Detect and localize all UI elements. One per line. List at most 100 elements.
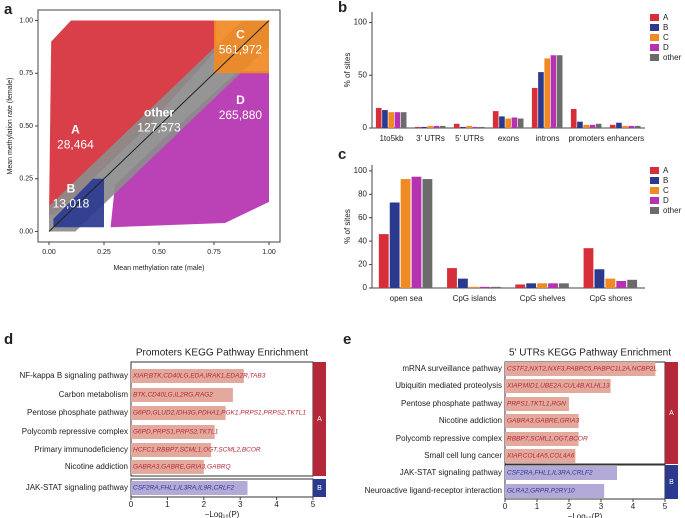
bar — [517, 118, 524, 128]
x-tick-label: 3 — [238, 500, 243, 509]
x-tick-label: 0.25 — [97, 249, 111, 256]
gene-list: CSTF2,NXT2,NXF3,PABPC5,PABPC1L2A,NCBP2L — [507, 366, 657, 373]
legend-swatch — [650, 167, 659, 174]
bar — [544, 58, 550, 128]
bar — [616, 122, 622, 128]
bar — [421, 126, 427, 128]
region-name: C — [236, 27, 245, 41]
bar — [131, 460, 204, 474]
x-tick-label: 1 — [165, 500, 170, 509]
pathway-label: Pentose phosphate pathway — [27, 408, 128, 417]
region-count: 28,464 — [57, 137, 94, 151]
bar — [453, 123, 460, 128]
pathway-label: Carbon metabolism — [59, 390, 129, 399]
bar — [559, 283, 569, 288]
legend-swatch — [650, 54, 659, 61]
group-label: B — [317, 485, 322, 492]
gene-list: GLRA2,GRPR,P2RY10 — [507, 488, 575, 495]
bar — [515, 284, 526, 288]
x-tick-label: 5 — [311, 500, 316, 509]
pathway-label: Nicotine addiction — [439, 416, 502, 425]
bar — [505, 118, 511, 128]
pathway-label: JAK-STAT signaling pathway — [26, 483, 128, 492]
gene-list: XIAP,MID1,UBE2A,CUL4B,KLHL13 — [506, 383, 610, 390]
gene-list: HCFC1,RBBP7,SCML1,OGT,SCML2,BCOR — [133, 447, 261, 454]
y-tick-label: 0 — [363, 283, 368, 292]
legend-label: B — [663, 176, 668, 185]
legend-swatch — [650, 207, 659, 214]
bar — [538, 72, 544, 128]
bar — [131, 443, 212, 457]
bar — [411, 176, 422, 288]
bar — [478, 126, 485, 128]
bar — [382, 110, 388, 128]
y-tick-label: 0.00 — [19, 228, 33, 235]
legend-swatch — [650, 24, 659, 31]
group-label: A — [669, 410, 674, 417]
bar — [628, 125, 635, 128]
gene-list: XIAP,BTK,CD40LG,EDA,IRAK1,EDA2R,TAB3 — [132, 373, 266, 380]
bar — [605, 278, 616, 288]
bar — [131, 481, 248, 495]
bar — [583, 124, 589, 128]
bar — [375, 107, 382, 128]
bar — [131, 406, 226, 420]
legend-swatch — [650, 197, 659, 204]
bar — [556, 55, 563, 129]
bar — [447, 268, 457, 288]
pathway-label: NF-kappa B signaling pathway — [19, 371, 128, 380]
gene-list: CSF2RA,FHL1,IL3RA,IL9R,CRLF2 — [133, 485, 235, 492]
bar — [492, 111, 499, 128]
pathway-label: Ubiquitin mediated proteolysis — [395, 381, 502, 390]
pathway-label: Primary immunodeficiency — [34, 445, 128, 454]
y-tick-label: 0.50 — [19, 123, 33, 130]
bar — [505, 449, 576, 463]
region-name: B — [67, 181, 76, 195]
x-tick-label: CpG shores — [590, 294, 633, 303]
x-tick-label: exons — [498, 134, 519, 143]
bar — [427, 125, 433, 128]
legend-swatch — [650, 44, 659, 51]
group-tab — [313, 362, 326, 476]
gene-list: XIAP,COL4A5,COL4A6 — [506, 453, 575, 460]
legend-label: A — [663, 166, 669, 175]
bar — [537, 283, 547, 288]
bar — [466, 125, 472, 128]
panel-label: e — [343, 331, 351, 348]
region-count: 127,573 — [137, 121, 181, 135]
x-tick-label: 1to5kb — [379, 134, 404, 143]
bar — [609, 124, 616, 128]
y-axis-title: Mean methylation rate (female) — [7, 78, 14, 175]
region-name: A — [71, 122, 80, 136]
x-tick-label: 3 — [599, 502, 604, 511]
bar — [378, 234, 389, 288]
group-tab — [665, 465, 678, 499]
pathway-label: Small cell lung cancer — [424, 451, 502, 460]
bar — [505, 414, 579, 428]
x-tick-label: 2 — [202, 500, 207, 509]
bar — [400, 179, 411, 288]
x-axis-title: −Log₁₀(P) — [205, 510, 240, 518]
gene-list: G6PD,PRPS1,PRPS2,TKTL1 — [133, 429, 219, 436]
gene-list: BTK,CD40LG,IL2RG,RAG2 — [133, 392, 213, 399]
y-tick-label: 100 — [354, 18, 368, 27]
x-tick-label: 0.75 — [207, 249, 221, 256]
bar — [131, 388, 233, 402]
legend-label: A — [663, 13, 669, 22]
y-tick-label: 100 — [354, 166, 368, 175]
legend-label: C — [663, 186, 669, 195]
group-frame — [504, 361, 666, 465]
pathway-label: Pentose phosphate pathway — [401, 399, 502, 408]
y-tick-label: 20 — [358, 260, 367, 269]
x-tick-label: 0 — [503, 502, 508, 511]
region-name: D — [236, 93, 245, 107]
chart-title: Promoters KEGG Pathway Enrichment — [136, 348, 309, 359]
y-axis-title: % of sites — [343, 209, 352, 244]
y-tick-label: 50 — [358, 70, 367, 79]
x-tick-label: 4 — [274, 500, 279, 509]
gene-list: RBBP7,SCML1,OGT,BCOR — [507, 436, 588, 443]
region-count: 13,018 — [53, 196, 90, 210]
x-tick-label: 0.50 — [152, 249, 166, 256]
bar — [589, 124, 596, 128]
bar — [505, 484, 605, 498]
